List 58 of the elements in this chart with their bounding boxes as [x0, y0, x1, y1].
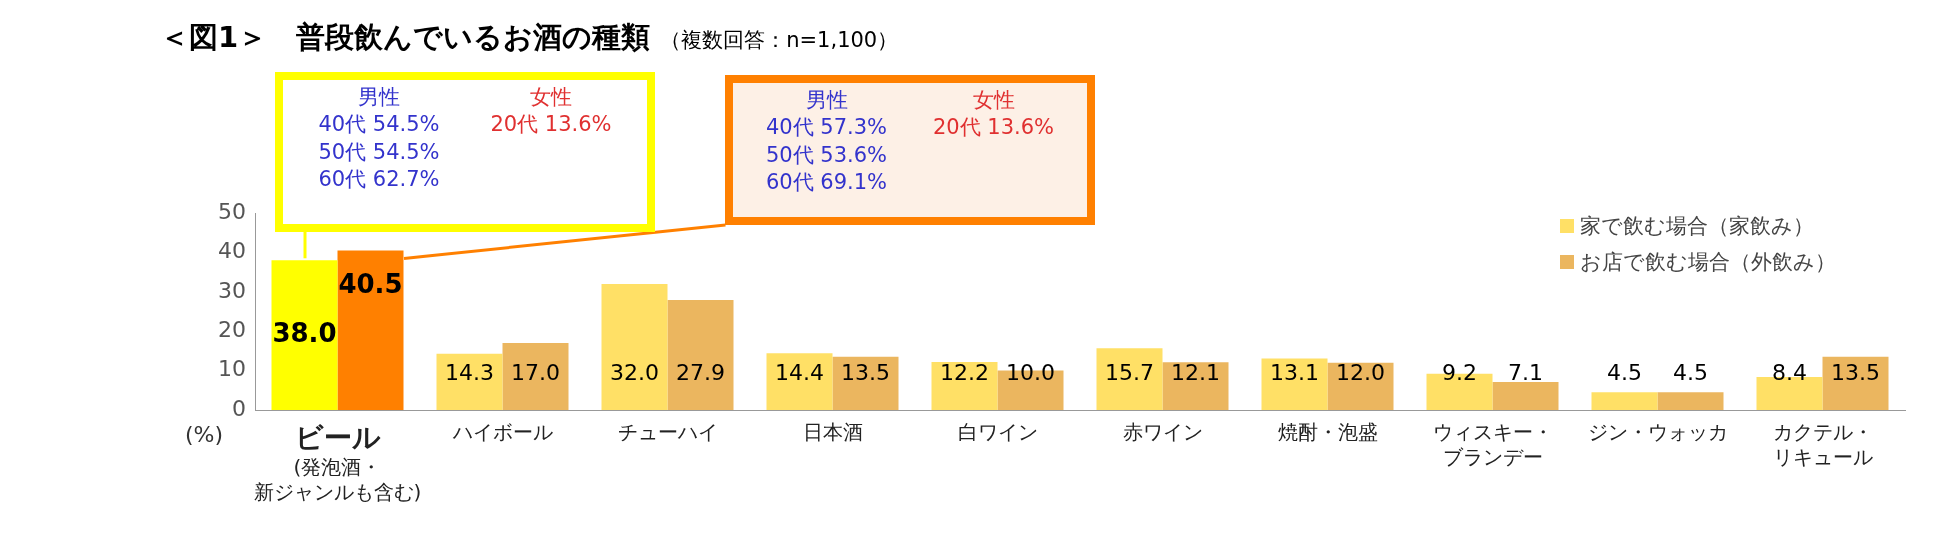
x-tick-label: 日本酒 — [801, 420, 864, 445]
y-tick-label: 10 — [218, 356, 246, 382]
data-label: 7.1 — [1508, 359, 1543, 385]
data-label: 12.1 — [1171, 359, 1220, 385]
x-tick-label: ウィスキー・ブランデー — [1431, 420, 1554, 470]
data-label: 13.5 — [841, 359, 890, 385]
data-label: 9.2 — [1442, 359, 1477, 385]
callout-box: 男性 40代 54.5% 50代 54.5% 60代 62.7% 女性 20代 13.6% — [275, 72, 655, 232]
x-tick-label: 焼酎・泡盛 — [1276, 420, 1379, 445]
x-tick-label: 白ワイン — [956, 420, 1039, 445]
data-label: 15.7 — [1105, 359, 1154, 385]
bar — [1822, 356, 1889, 410]
chart-subtitle: （複数回答：n=1,100） — [660, 28, 899, 52]
y-tick-label: 30 — [218, 277, 246, 303]
bar — [1327, 362, 1394, 410]
bar — [502, 343, 569, 410]
callout-box: 男性 40代 57.3% 50代 53.6% 60代 69.1% 女性 20代 13.6% — [725, 75, 1095, 225]
legend-label: 家で飲む場合（家飲み） — [1580, 213, 1814, 240]
data-label: 13.1 — [1270, 359, 1319, 385]
y-axis-title: (%) — [185, 422, 224, 447]
x-tick-label: ハイボール — [451, 420, 554, 445]
bar — [1096, 348, 1163, 410]
y-tick-label: 0 — [232, 395, 246, 421]
bar — [1162, 362, 1229, 410]
bar — [766, 353, 833, 410]
x-tick-label: 赤ワイン — [1121, 420, 1204, 445]
bar — [832, 356, 899, 410]
x-tick-label: チューハイ — [616, 420, 719, 445]
data-label: 14.3 — [445, 359, 494, 385]
data-label: 38.0 — [272, 317, 337, 348]
bar — [337, 250, 404, 410]
bar — [1492, 382, 1559, 410]
x-tick-label: カクテル・リキュール — [1771, 420, 1874, 470]
data-label: 4.5 — [1673, 359, 1708, 385]
data-label: 13.5 — [1831, 359, 1880, 385]
x-tick-label: ビール(発泡酒・新ジャンルも含む) — [252, 420, 423, 505]
chart-title: ＜図1＞ 普段飲んでいるお酒の種類 — [160, 20, 651, 54]
data-label: 14.4 — [775, 359, 824, 385]
data-label: 12.2 — [940, 359, 989, 385]
data-label: 27.9 — [676, 359, 725, 385]
data-label: 4.5 — [1607, 359, 1642, 385]
bar — [931, 361, 998, 410]
bar — [601, 283, 668, 410]
data-label: 40.5 — [338, 269, 403, 300]
bar — [1657, 392, 1724, 410]
bar — [667, 300, 734, 410]
data-label: 12.0 — [1336, 359, 1385, 385]
bar — [271, 260, 338, 410]
bar — [1591, 392, 1658, 410]
data-label: 17.0 — [511, 359, 560, 385]
x-tick-label: ジン・ウォッカ — [1586, 420, 1729, 445]
data-label: 32.0 — [610, 359, 659, 385]
y-tick-label: 40 — [218, 238, 246, 264]
y-tick-label: 20 — [218, 316, 246, 342]
y-tick-label: 50 — [218, 198, 246, 224]
bar — [436, 353, 503, 410]
legend-label: お店で飲む場合（外飲み） — [1580, 249, 1836, 276]
bar — [1261, 358, 1328, 410]
